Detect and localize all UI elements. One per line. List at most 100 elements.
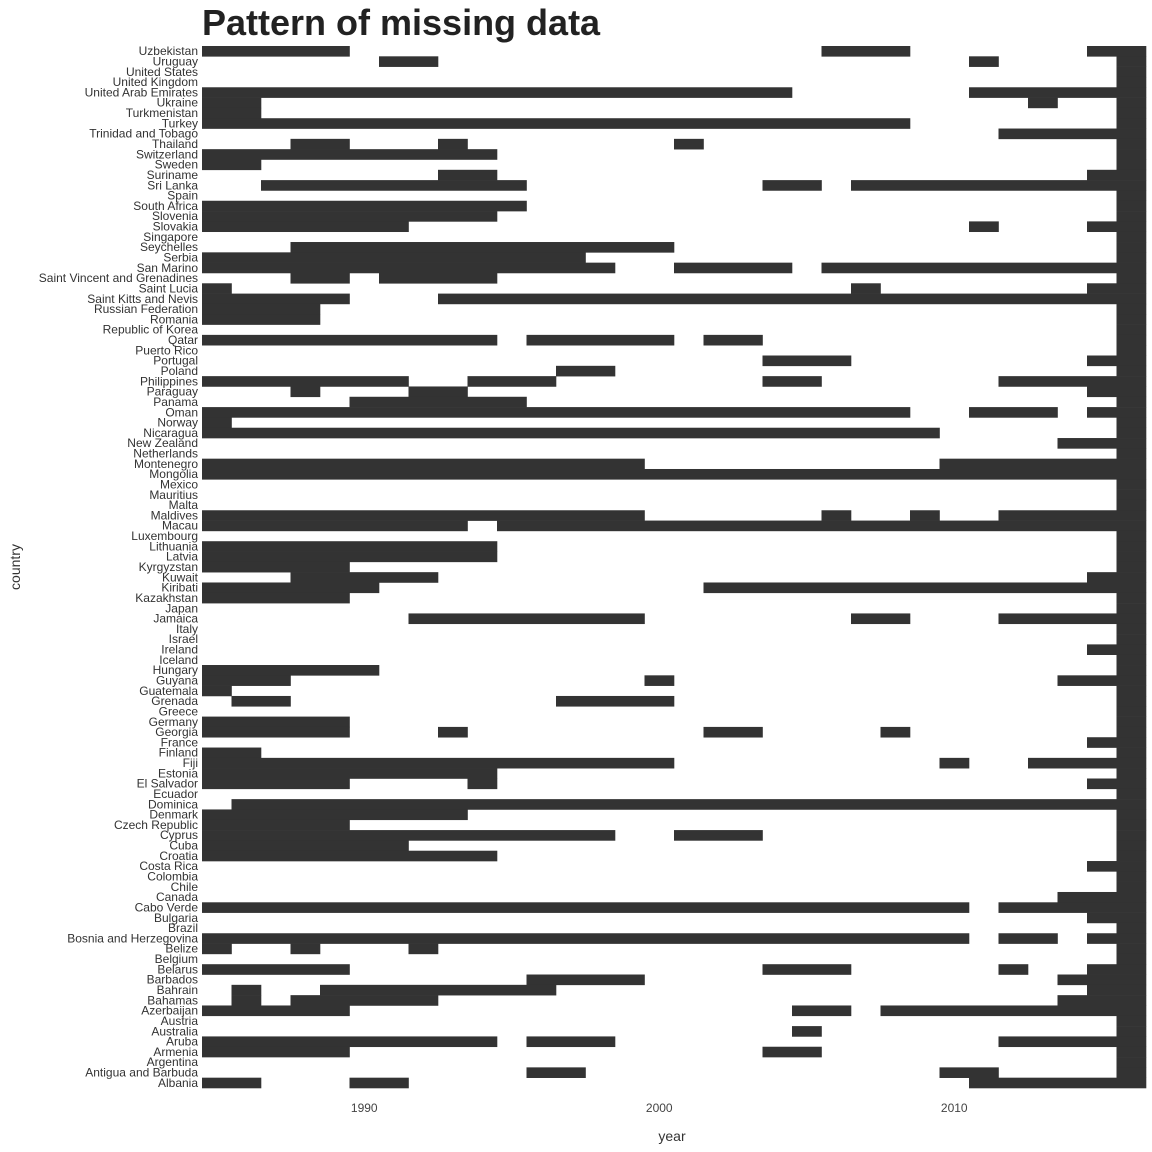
- missing-block: [1116, 706, 1147, 717]
- missing-block: [202, 252, 586, 263]
- missing-block: [1116, 1067, 1147, 1078]
- country-label: Republic of Korea: [103, 323, 199, 337]
- country-label: Japan: [165, 601, 198, 615]
- country-label: Canada: [156, 890, 198, 904]
- country-label: Paraguay: [147, 385, 198, 399]
- missing-block: [349, 1077, 409, 1089]
- country-label: Suriname: [147, 168, 199, 182]
- country-label: Azerbaijan: [141, 1004, 198, 1018]
- missing-block: [1116, 922, 1147, 934]
- missing-block: [202, 840, 409, 852]
- missing-block: [526, 334, 675, 346]
- missing-block: [202, 417, 232, 429]
- missing-block: [202, 376, 409, 387]
- missing-block: [1087, 572, 1147, 583]
- country-label: Dominica: [148, 797, 198, 811]
- country-label: Seychelles: [140, 240, 198, 254]
- x-axis-title: year: [658, 1128, 686, 1144]
- missing-block: [202, 675, 291, 686]
- country-label: Bahamas: [147, 993, 198, 1007]
- missing-block: [969, 407, 1058, 418]
- missing-block: [1116, 345, 1147, 356]
- missing-block: [1116, 211, 1147, 222]
- country-label: Kuwait: [162, 570, 199, 584]
- missing-block: [1087, 407, 1147, 418]
- country-label: Thailand: [152, 137, 198, 151]
- country-label: Ireland: [161, 643, 198, 657]
- missing-block: [467, 376, 557, 387]
- country-label: Sri Lanka: [147, 178, 198, 192]
- missing-block: [231, 799, 1147, 810]
- missing-block: [1116, 819, 1147, 831]
- country-label: San Marino: [137, 261, 199, 275]
- missing-block: [1087, 861, 1147, 872]
- missing-block: [1116, 943, 1147, 955]
- country-label: Australia: [151, 1024, 198, 1038]
- missing-block: [202, 943, 232, 955]
- country-label: Costa Rica: [139, 859, 198, 873]
- missing-block: [1116, 541, 1147, 552]
- missing-block: [703, 582, 1147, 594]
- missing-block: [290, 572, 439, 583]
- missing-block: [408, 613, 645, 625]
- missing-block: [1116, 695, 1147, 707]
- missing-block: [438, 169, 498, 181]
- missing-block: [1116, 603, 1147, 614]
- missing-block: [202, 716, 350, 728]
- missing-block: [202, 118, 911, 129]
- missing-block: [1116, 592, 1147, 604]
- missing-block: [939, 757, 970, 769]
- country-label: Russian Federation: [94, 302, 198, 316]
- missing-block: [438, 138, 468, 150]
- missing-block: [762, 355, 852, 367]
- country-label: Portugal: [153, 354, 198, 368]
- missing-block: [202, 211, 498, 222]
- missing-block: [1087, 964, 1147, 975]
- missing-block: [1116, 107, 1147, 119]
- country-label: Lithuania: [149, 539, 198, 553]
- country-label: Israel: [169, 632, 198, 646]
- missing-block: [910, 510, 940, 521]
- missing-block: [202, 293, 350, 305]
- country-label: Georgia: [155, 725, 198, 739]
- missing-block: [202, 1005, 350, 1017]
- country-label: Belgium: [155, 952, 198, 966]
- missing-block: [379, 56, 439, 67]
- missing-block: [998, 902, 1147, 913]
- country-label: Albania: [158, 1076, 198, 1090]
- missing-block: [1116, 809, 1147, 821]
- missing-block: [1116, 417, 1147, 429]
- country-label: Saint Lucia: [139, 281, 199, 295]
- missing-block: [1116, 747, 1147, 759]
- missing-block: [1116, 118, 1147, 129]
- country-label: United Kingdom: [113, 75, 198, 89]
- country-label: Puerto Rico: [135, 343, 198, 357]
- country-label: United Arab Emirates: [85, 85, 198, 99]
- missing-block: [1116, 1015, 1147, 1027]
- missing-block: [1116, 551, 1147, 563]
- x-tick-label: 1990: [351, 1101, 378, 1115]
- missing-block: [231, 995, 262, 1006]
- missing-block: [1116, 499, 1147, 511]
- country-label: Nicaragua: [143, 426, 198, 440]
- missing-block: [762, 1046, 822, 1058]
- missing-block: [762, 180, 822, 191]
- country-label: Romania: [150, 312, 198, 326]
- missing-block: [202, 665, 380, 676]
- country-label: Jamaica: [153, 612, 198, 626]
- country-label: Singapore: [143, 230, 198, 244]
- missing-block: [231, 695, 291, 707]
- missing-block: [202, 768, 498, 779]
- missing-block: [290, 138, 350, 150]
- missing-block: [1116, 830, 1147, 841]
- missing-block: [526, 1067, 586, 1078]
- missing-block: [202, 334, 498, 346]
- missing-block: [1116, 665, 1147, 676]
- missing-block: [1116, 200, 1147, 212]
- missing-block: [202, 964, 350, 975]
- country-label: Slovenia: [152, 209, 198, 223]
- missing-block: [998, 933, 1058, 944]
- country-label: Iceland: [159, 653, 198, 667]
- missing-block: [202, 1046, 350, 1058]
